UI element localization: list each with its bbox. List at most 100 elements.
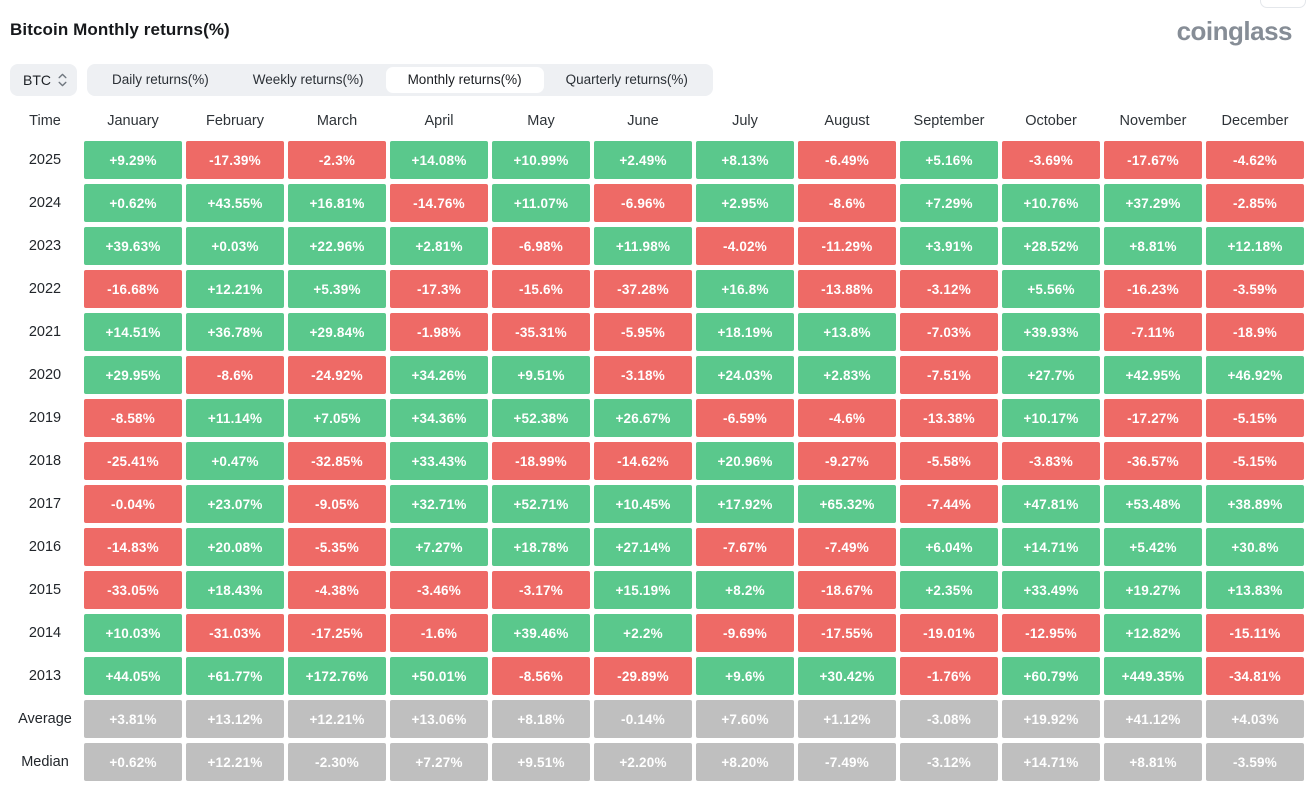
return-cell: +20.08% — [186, 528, 284, 566]
return-cell: -14.83% — [84, 528, 182, 566]
return-cell: +27.14% — [594, 528, 692, 566]
return-cell: -1.98% — [390, 313, 488, 351]
symbol-selector[interactable]: BTC — [10, 64, 77, 96]
return-cell: -18.67% — [798, 571, 896, 609]
row-label: 2019 — [28, 410, 62, 426]
return-cell: -18.9% — [1206, 313, 1304, 351]
coinglass-logo: coinglass — [1176, 16, 1293, 46]
return-cell: -24.92% — [288, 356, 386, 394]
return-cell: +39.93% — [1002, 313, 1100, 351]
return-cell: +34.26% — [390, 356, 488, 394]
row-label: 2018 — [28, 453, 62, 469]
return-cell: -17.25% — [288, 614, 386, 652]
return-cell: -32.85% — [288, 442, 386, 480]
return-cell: +11.98% — [594, 227, 692, 265]
return-cell: +9.51% — [492, 356, 590, 394]
return-cell: +449.35% — [1104, 657, 1202, 695]
return-cell: +14.51% — [84, 313, 182, 351]
return-cell: -16.23% — [1104, 270, 1202, 308]
return-cell: +8.2% — [696, 571, 794, 609]
return-cell: -12.95% — [1002, 614, 1100, 652]
return-cell: +12.21% — [186, 270, 284, 308]
return-cell: -5.58% — [900, 442, 998, 480]
return-cell: +13.83% — [1206, 571, 1304, 609]
return-cell: +2.49% — [594, 141, 692, 179]
return-cell: -3.46% — [390, 571, 488, 609]
return-cell: +2.35% — [900, 571, 998, 609]
row-label: 2017 — [28, 496, 62, 512]
return-cell: -7.03% — [900, 313, 998, 351]
return-cell: -2.3% — [288, 141, 386, 179]
return-cell: +8.18% — [492, 700, 590, 738]
return-cell: +39.46% — [492, 614, 590, 652]
return-cell: +8.13% — [696, 141, 794, 179]
return-cell: +12.82% — [1104, 614, 1202, 652]
return-cell: -15.11% — [1206, 614, 1304, 652]
row-label: Average — [18, 711, 72, 727]
return-cell: -5.35% — [288, 528, 386, 566]
month-header: April — [424, 113, 454, 129]
return-cell: -7.49% — [798, 528, 896, 566]
return-cell: -37.28% — [594, 270, 692, 308]
return-cell: -7.11% — [1104, 313, 1202, 351]
returns-table: Time January February March April May June July… — [10, 106, 1304, 781]
return-cell: -3.83% — [1002, 442, 1100, 480]
return-cell: -13.38% — [900, 399, 998, 437]
return-cell: +14.71% — [1002, 528, 1100, 566]
row-label: 2023 — [28, 238, 62, 254]
symbol-selector-value: BTC — [23, 72, 51, 88]
return-cell: +47.81% — [1002, 485, 1100, 523]
month-header: March — [316, 113, 358, 129]
return-cell: -1.76% — [900, 657, 998, 695]
return-cell: +50.01% — [390, 657, 488, 695]
return-cell: +172.76% — [288, 657, 386, 695]
return-cell: +10.45% — [594, 485, 692, 523]
return-cell: +13.06% — [390, 700, 488, 738]
month-header: June — [627, 113, 659, 129]
return-cell: +6.04% — [900, 528, 998, 566]
return-cell: +17.92% — [696, 485, 794, 523]
return-cell: -15.6% — [492, 270, 590, 308]
return-cell: +29.84% — [288, 313, 386, 351]
return-cell: -8.6% — [186, 356, 284, 394]
returns-tab-group: Daily returns(%) Weekly returns(%) Month… — [87, 64, 713, 96]
row-label: 2022 — [28, 281, 62, 297]
return-cell: -11.29% — [798, 227, 896, 265]
return-cell: +7.29% — [900, 184, 998, 222]
return-cell: -4.38% — [288, 571, 386, 609]
return-cell: -3.12% — [900, 743, 998, 781]
return-cell: -6.59% — [696, 399, 794, 437]
tab-daily-returns[interactable]: Daily returns(%) — [112, 72, 209, 87]
return-cell: -6.96% — [594, 184, 692, 222]
return-cell: +11.14% — [186, 399, 284, 437]
return-cell: -8.6% — [798, 184, 896, 222]
return-cell: -3.59% — [1206, 270, 1304, 308]
return-cell: -9.27% — [798, 442, 896, 480]
return-cell: -16.68% — [84, 270, 182, 308]
return-cell: -4.02% — [696, 227, 794, 265]
tab-monthly-returns[interactable]: Monthly returns(%) — [385, 67, 544, 93]
return-cell: +12.18% — [1206, 227, 1304, 265]
chevron-up-down-icon — [58, 72, 67, 88]
row-label: 2020 — [28, 367, 62, 383]
return-cell: +26.67% — [594, 399, 692, 437]
return-cell: +2.2% — [594, 614, 692, 652]
month-header: August — [824, 113, 870, 129]
return-cell: +13.12% — [186, 700, 284, 738]
tab-weekly-returns[interactable]: Weekly returns(%) — [252, 72, 364, 87]
month-header: February — [205, 113, 265, 129]
return-cell: +36.78% — [186, 313, 284, 351]
corner-widget — [1260, 0, 1306, 8]
month-header: January — [107, 113, 159, 129]
return-cell: +34.36% — [390, 399, 488, 437]
return-cell: +27.7% — [1002, 356, 1100, 394]
return-cell: +14.71% — [1002, 743, 1100, 781]
return-cell: +10.17% — [1002, 399, 1100, 437]
return-cell: +2.20% — [594, 743, 692, 781]
return-cell: -13.88% — [798, 270, 896, 308]
return-cell: -3.18% — [594, 356, 692, 394]
return-cell: +23.07% — [186, 485, 284, 523]
return-cell: +30.42% — [798, 657, 896, 695]
tab-quarterly-returns[interactable]: Quarterly returns(%) — [565, 72, 688, 87]
return-cell: -2.30% — [288, 743, 386, 781]
